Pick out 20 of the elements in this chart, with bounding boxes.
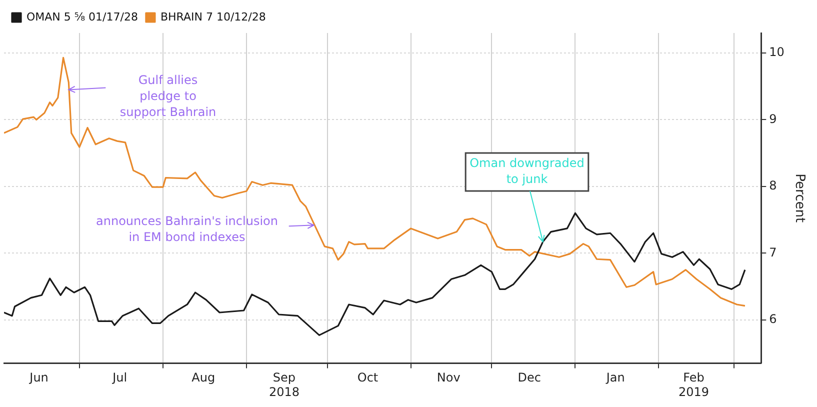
x-tick-label: Jul xyxy=(112,370,128,385)
y-tick-label: 10 xyxy=(769,45,784,60)
x-tick-label: Sep 2018 xyxy=(268,370,300,399)
annotation: Gulf allies pledge to support Bahrain xyxy=(120,73,216,120)
annotation: Oman downgraded to junk xyxy=(470,156,584,186)
x-tick-label: Dec xyxy=(518,370,542,385)
y-tick-label: 6 xyxy=(769,312,777,326)
x-tick-label: Nov xyxy=(436,370,460,385)
x-tick-label: Oct xyxy=(357,370,378,385)
legend-label: OMAN 5 ⅝ 01/17/28 xyxy=(26,10,138,24)
legend-label: BHRAIN 7 10/12/28 xyxy=(160,10,266,24)
y-tick-label: 7 xyxy=(769,245,777,260)
y-axis-title: Percent xyxy=(792,174,807,223)
annotation: announces Bahrain's inclusion in EM bond indexes xyxy=(96,214,278,244)
x-tick-label: Jan xyxy=(605,370,625,385)
y-tick-label: 8 xyxy=(769,178,777,193)
x-tick-label: Feb 2019 xyxy=(678,370,710,399)
x-tick-label: Jun xyxy=(28,370,48,385)
x-tick-label: Aug xyxy=(192,370,216,385)
y-tick-label: 9 xyxy=(769,112,777,126)
